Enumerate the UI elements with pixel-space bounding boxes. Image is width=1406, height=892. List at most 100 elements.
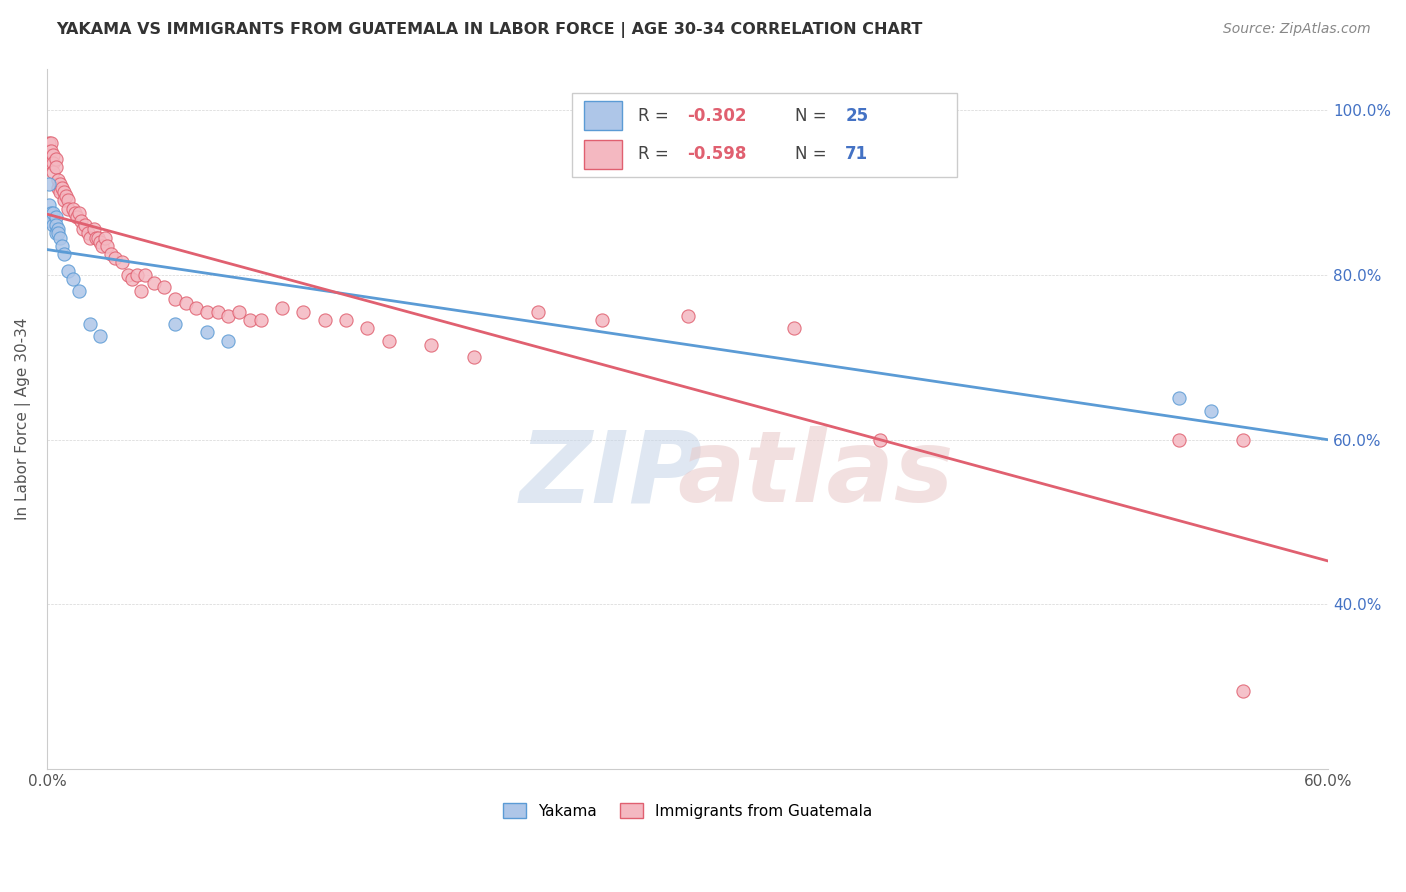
Point (75, 218, 97, 232)
Point (38, 177, 60, 191)
Text: atlas: atlas (678, 426, 953, 524)
Point (39, 136, 62, 150)
Point (67, 284, 90, 298)
Point (207, 304, 229, 318)
Point (591, 313, 613, 327)
Point (228, 304, 250, 318)
Point (89, 235, 111, 249)
Point (53, 185, 76, 199)
Point (1167, 433, 1189, 447)
Point (676, 309, 699, 323)
Point (79, 230, 101, 244)
Point (239, 313, 262, 327)
Point (70, 214, 93, 228)
Point (165, 317, 187, 331)
Point (58, 263, 80, 277)
Point (44, 152, 66, 166)
Point (142, 276, 165, 290)
Point (1167, 392, 1189, 406)
Point (249, 313, 271, 327)
Point (869, 433, 891, 447)
Point (217, 309, 239, 323)
Point (377, 334, 399, 348)
Point (1232, 433, 1254, 447)
Point (527, 304, 550, 318)
Y-axis label: In Labor Force | Age 30-34: In Labor Force | Age 30-34 (15, 318, 31, 520)
Point (46, 227, 69, 241)
Point (84, 230, 107, 244)
Point (1232, 684, 1254, 698)
Point (42, 164, 65, 178)
Point (42, 218, 65, 232)
Point (55, 189, 77, 203)
Point (67, 206, 90, 220)
Point (72, 222, 94, 236)
Point (44, 227, 66, 241)
Point (314, 313, 336, 327)
Point (783, 321, 806, 335)
Point (38, 144, 60, 158)
Point (117, 268, 139, 282)
Point (51, 181, 73, 195)
Point (356, 321, 378, 335)
Point (46, 181, 69, 195)
Point (195, 304, 218, 318)
Point (42, 156, 65, 170)
Point (174, 296, 197, 310)
Point (165, 293, 187, 307)
Point (39, 144, 62, 158)
Point (76, 227, 98, 241)
Point (292, 304, 315, 318)
Text: ZIP: ZIP (519, 426, 702, 524)
Point (49, 177, 72, 191)
Point (53, 194, 76, 208)
Point (38, 136, 60, 150)
Point (62, 272, 84, 286)
Point (217, 334, 239, 348)
Point (49, 185, 72, 199)
Point (89, 329, 111, 343)
Point (79, 317, 101, 331)
Point (62, 202, 84, 216)
Point (1199, 403, 1222, 417)
Point (53, 247, 76, 261)
Point (121, 272, 143, 286)
Point (100, 247, 122, 261)
Point (38, 197, 60, 211)
Point (463, 350, 485, 364)
Point (335, 313, 357, 327)
Point (46, 222, 69, 236)
Point (134, 268, 156, 282)
Point (49, 230, 72, 244)
Point (39, 214, 62, 228)
Point (420, 337, 443, 351)
Point (87, 230, 110, 244)
Point (44, 161, 66, 175)
Point (39, 206, 62, 220)
Point (46, 173, 69, 187)
Point (63, 206, 86, 220)
Point (153, 280, 176, 294)
Point (44, 218, 66, 232)
Text: Source: ZipAtlas.com: Source: ZipAtlas.com (1223, 22, 1371, 37)
Point (42, 206, 65, 220)
Point (186, 301, 208, 315)
Point (129, 284, 152, 298)
Point (51, 239, 73, 253)
Point (91, 239, 114, 253)
Point (104, 251, 127, 265)
Point (93, 230, 115, 244)
Point (195, 326, 218, 340)
Point (270, 301, 292, 315)
Point (111, 255, 134, 269)
Text: YAKAMA VS IMMIGRANTS FROM GUATEMALA IN LABOR FORCE | AGE 30-34 CORRELATION CHART: YAKAMA VS IMMIGRANTS FROM GUATEMALA IN L… (56, 22, 922, 38)
Point (125, 268, 148, 282)
Point (58, 202, 80, 216)
Point (39, 156, 62, 170)
Point (42, 148, 65, 162)
Point (58, 194, 80, 208)
Legend: Yakama, Immigrants from Guatemala: Yakama, Immigrants from Guatemala (496, 797, 879, 825)
Point (96, 239, 118, 253)
Point (44, 210, 66, 224)
Point (83, 222, 105, 236)
